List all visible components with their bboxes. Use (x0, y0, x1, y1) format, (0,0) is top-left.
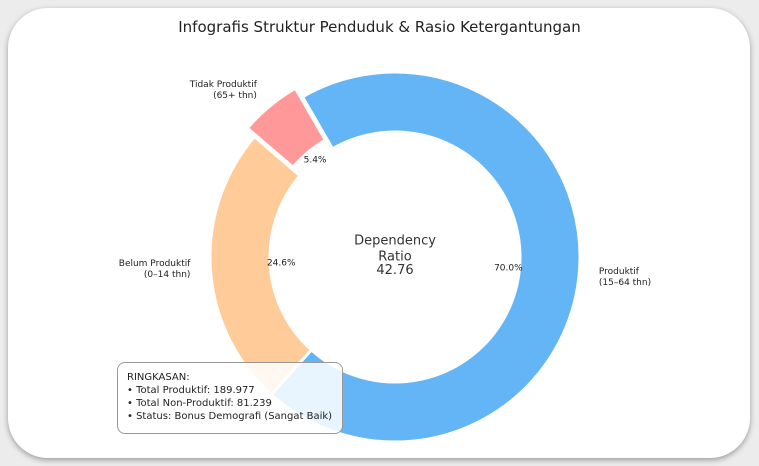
slice-category-label: Tidak Produktif (65+ thn) (189, 79, 257, 101)
donut-slice (245, 86, 328, 170)
slice-value-label: 24.6% (266, 258, 296, 269)
slice-category-label: Produktif (15–64 thn) (598, 267, 652, 289)
summary-line: • Total Non-Produktif: 81.239 (127, 398, 272, 409)
slice-value-label: 70.0% (494, 263, 523, 274)
slice-category-label: Belum Produktif (0–14 thn) (118, 259, 191, 281)
center-value: 42.76 (376, 263, 414, 279)
chart-title: Infografis Struktur Penduduk & Rasio Ket… (178, 18, 581, 36)
summary-line: • Total Produktif: 189.977 (127, 385, 255, 396)
donut-slice (208, 134, 314, 397)
center-label: Dependency Ratio (354, 233, 436, 264)
summary-box: RINGKASAN: • Total Produktif: 189.977 • … (117, 362, 343, 434)
summary-title: RINGKASAN: (127, 372, 190, 383)
summary-line: • Status: Bonus Demografi (Sangat Baik) (127, 411, 333, 422)
slice-value-label: 5.4% (303, 155, 327, 166)
